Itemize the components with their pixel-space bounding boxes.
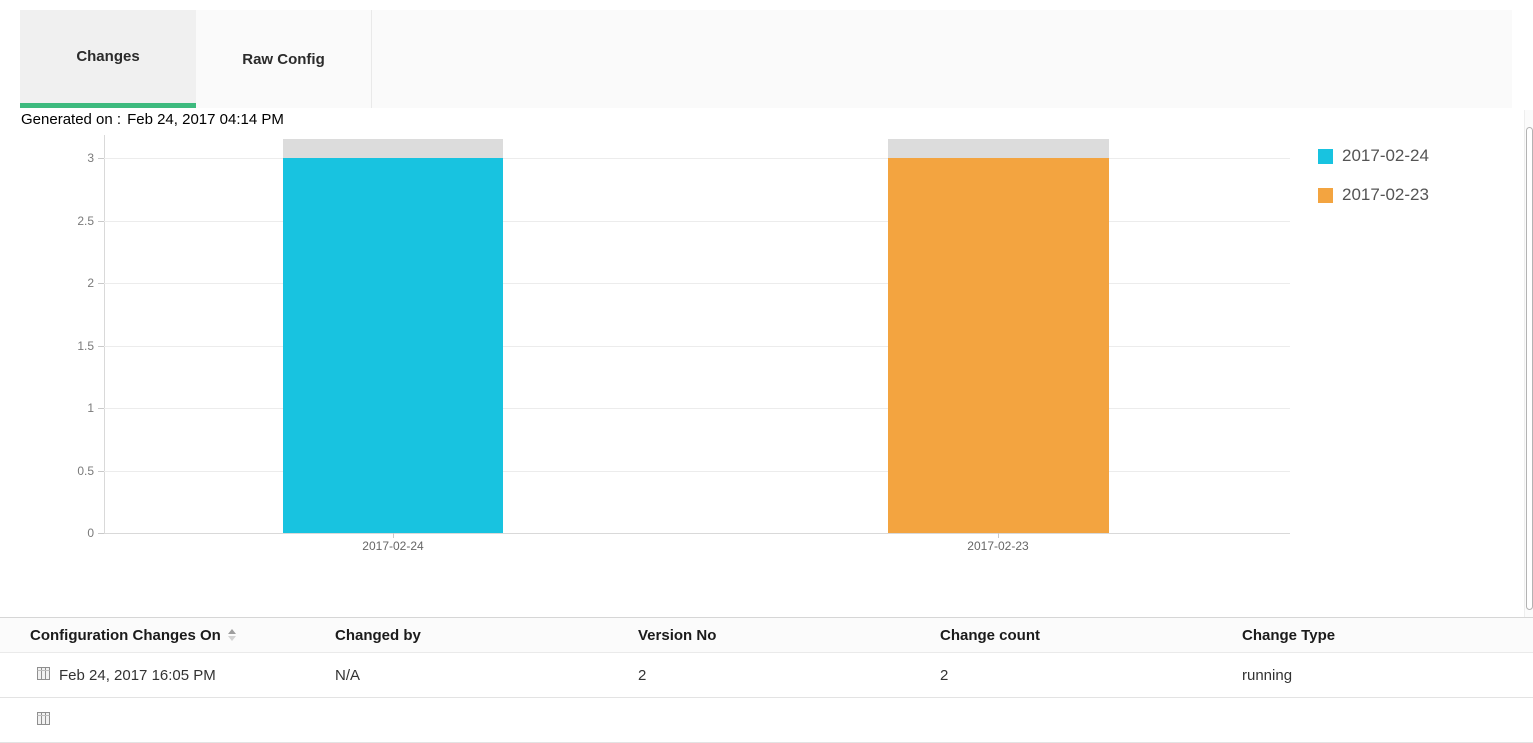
table-row[interactable]: Feb 24, 2017 16:05 PM N/A 2 2 running bbox=[0, 653, 1533, 698]
gridline bbox=[104, 283, 1290, 284]
gridline bbox=[104, 470, 1290, 472]
vertical-scrollbar-thumb[interactable] bbox=[1526, 127, 1533, 610]
chart-legend: 2017-02-24 2017-02-23 bbox=[1318, 146, 1429, 224]
legend-swatch bbox=[1318, 148, 1333, 164]
column-header-changes-on-label: Configuration Changes On bbox=[30, 626, 221, 644]
y-axis-label: 0 bbox=[87, 526, 94, 540]
y-axis-tick bbox=[98, 345, 104, 347]
y-axis-tick bbox=[98, 533, 104, 534]
bar-total-overlay bbox=[888, 139, 1109, 158]
generated-on-text: Generated on : Feb 24, 2017 04:14 PM bbox=[21, 111, 290, 128]
tab-raw-config-label: Raw Config bbox=[242, 50, 325, 68]
config-version-icon[interactable] bbox=[37, 666, 50, 684]
gridline bbox=[104, 158, 1290, 159]
y-axis-label: 3 bbox=[87, 151, 94, 165]
tab-changes[interactable]: Changes bbox=[20, 10, 196, 108]
changes-table: Configuration Changes On Changed by Vers… bbox=[0, 617, 1533, 743]
changes-chart: 2017-02-24 2017-02-23 0 0.5 1 1.5 2 2.5 3 2017-0… bbox=[0, 130, 1533, 610]
sort-icon[interactable] bbox=[227, 629, 236, 641]
y-axis-tick bbox=[98, 470, 104, 472]
generated-on-label: Generated on : bbox=[21, 111, 122, 128]
cell-change-count: 2 bbox=[940, 666, 949, 684]
tab-changes-label: Changes bbox=[76, 48, 140, 65]
tab-bar: Changes Raw Config bbox=[20, 10, 1512, 108]
legend-label: 2017-02-23 bbox=[1342, 185, 1429, 204]
column-header-version-no[interactable]: Version No bbox=[638, 626, 717, 644]
bar-2017-02-24[interactable] bbox=[283, 158, 503, 533]
generated-on-value: Feb 24, 2017 04:14 PM bbox=[127, 111, 284, 128]
y-axis-label: 1 bbox=[87, 401, 94, 415]
gridline bbox=[104, 220, 1290, 222]
legend-swatch bbox=[1318, 187, 1333, 203]
column-header-change-type[interactable]: Change Type bbox=[1242, 626, 1336, 644]
tab-raw-config[interactable]: Raw Config bbox=[196, 10, 372, 108]
y-axis-label: 2 bbox=[87, 276, 94, 290]
config-version-icon[interactable] bbox=[37, 711, 50, 729]
x-axis-label: 2017-02-24 bbox=[362, 539, 424, 553]
y-axis-tick bbox=[98, 408, 104, 409]
cell-change-type: running bbox=[1242, 666, 1293, 684]
x-axis-tick bbox=[998, 533, 999, 538]
y-axis-line bbox=[104, 135, 105, 533]
legend-item[interactable]: 2017-02-23 bbox=[1318, 185, 1429, 205]
y-axis-tick bbox=[98, 220, 104, 222]
gridline bbox=[104, 533, 1290, 534]
column-header-changes-on[interactable]: Configuration Changes On bbox=[30, 627, 335, 644]
cell-changed-by: N/A bbox=[335, 666, 361, 684]
table-header-row: Configuration Changes On Changed by Vers… bbox=[0, 617, 1533, 653]
y-axis-label: 1.5 bbox=[77, 338, 94, 353]
gridline bbox=[104, 345, 1290, 347]
table-row-partial[interactable] bbox=[0, 698, 1533, 743]
bar-2017-02-23[interactable] bbox=[888, 158, 1109, 533]
legend-label: 2017-02-24 bbox=[1342, 146, 1429, 165]
cell-version-no: 2 bbox=[638, 666, 647, 684]
y-axis-tick bbox=[98, 158, 104, 159]
bar-total-overlay bbox=[283, 139, 503, 158]
column-header-changed-by[interactable]: Changed by bbox=[335, 626, 421, 644]
cell-changed-on: Feb 24, 2017 16:05 PM bbox=[59, 666, 216, 684]
y-axis-label: 0.5 bbox=[77, 463, 94, 478]
y-axis-label: 2.5 bbox=[77, 213, 94, 228]
column-header-change-count[interactable]: Change count bbox=[940, 626, 1040, 644]
y-axis-tick bbox=[98, 283, 104, 284]
x-axis-label: 2017-02-23 bbox=[967, 539, 1029, 553]
legend-item[interactable]: 2017-02-24 bbox=[1318, 146, 1429, 166]
x-axis-tick bbox=[393, 533, 394, 538]
gridline bbox=[104, 408, 1290, 409]
